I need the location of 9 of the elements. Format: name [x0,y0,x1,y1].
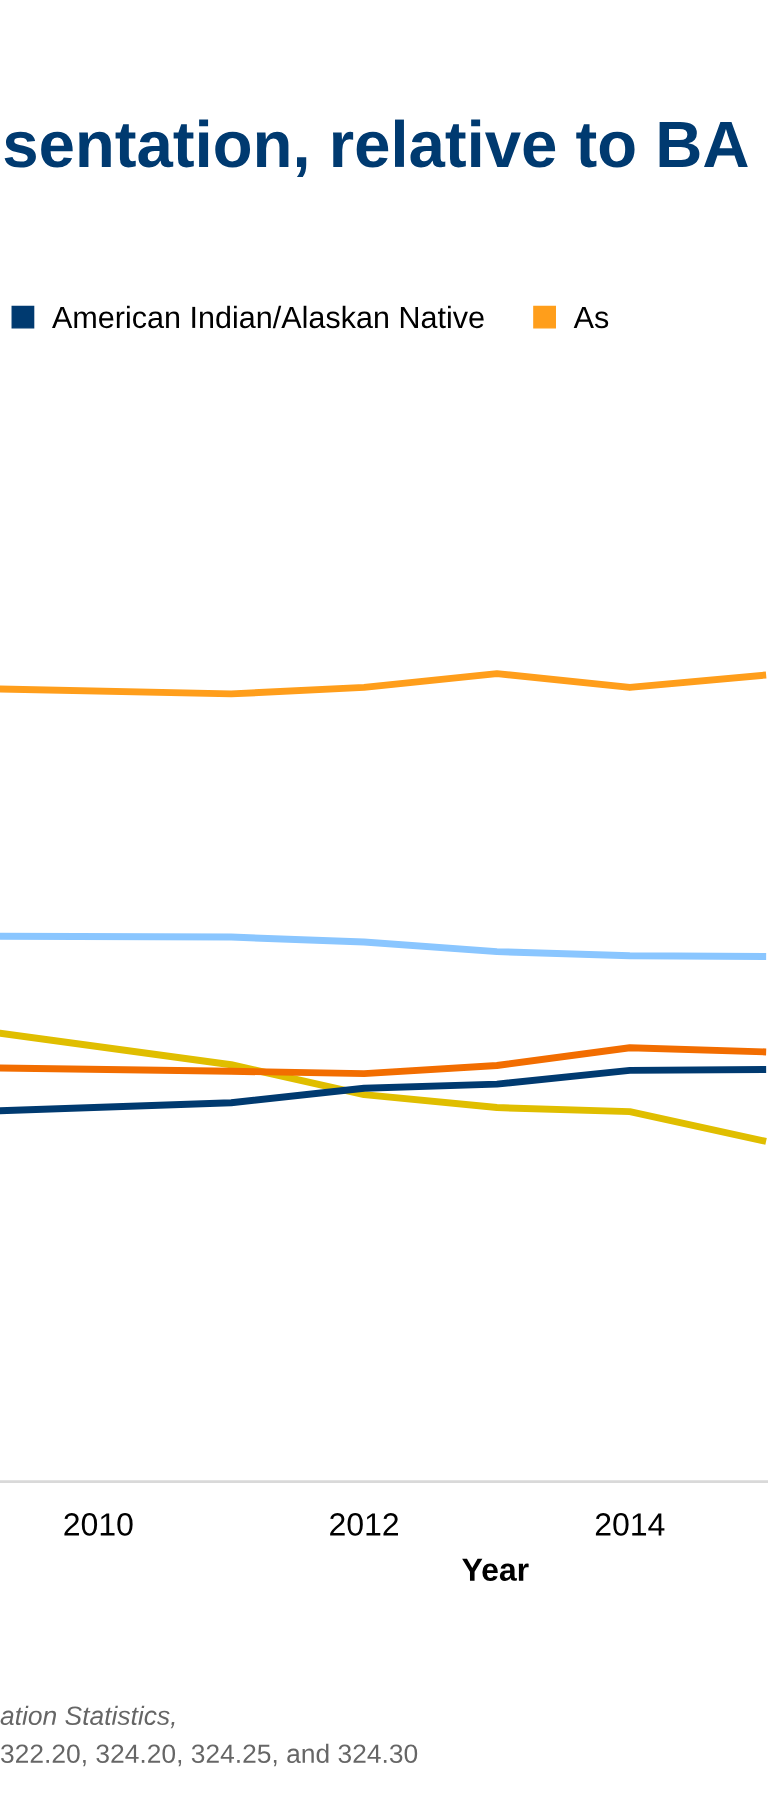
x-tick-label: 2012 [330,1513,398,1536]
legend-label: American Indian/Alaskan Native [52,305,484,329]
x-tick-label: 2014 [595,1513,665,1536]
text: ation Statistics, [0,1705,175,1729]
chart-title: sentation, relative to BA [4,119,748,177]
x-tick-label: 2010 [64,1513,133,1536]
text: 322.20, 324.20, 324.25, and 324.30 [1,1743,418,1767]
legend-label: As [573,306,609,329]
x-axis-title: Year [462,1558,529,1581]
